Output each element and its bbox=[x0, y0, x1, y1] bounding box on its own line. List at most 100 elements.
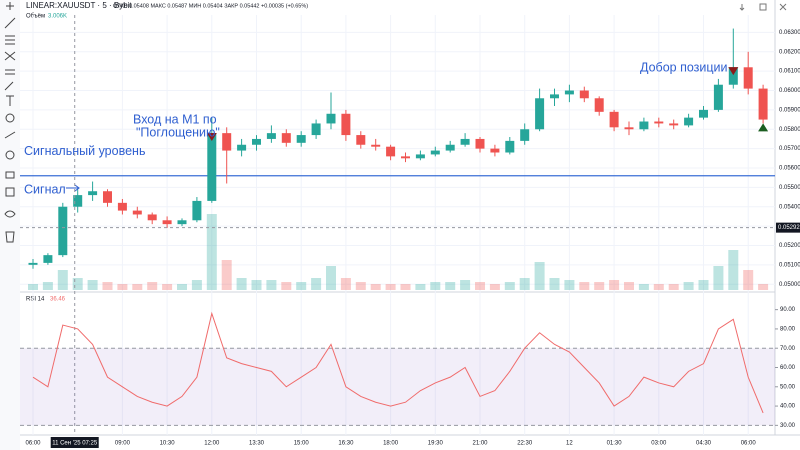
candle-body bbox=[535, 98, 545, 130]
volume-value: 3.006K bbox=[48, 14, 67, 20]
volume-bar bbox=[162, 284, 173, 290]
candle-body bbox=[207, 133, 217, 201]
x-tick-label: 22:30 bbox=[517, 441, 533, 447]
volume-bar bbox=[72, 278, 83, 290]
candle-body bbox=[341, 113, 351, 136]
icon-tool[interactable] bbox=[5, 113, 15, 123]
candle-body bbox=[475, 138, 485, 149]
candle-body bbox=[296, 135, 306, 143]
lock-tool[interactable] bbox=[5, 187, 15, 197]
text-tool[interactable] bbox=[6, 95, 14, 106]
volume-bar bbox=[534, 262, 545, 290]
volume-bar bbox=[489, 284, 500, 290]
symbol: LINEAR:XAUUSDT · 5 · Bybit bbox=[26, 1, 132, 10]
candle-body bbox=[237, 144, 247, 151]
signal-marker bbox=[206, 133, 217, 142]
tool-icons bbox=[4, 2, 16, 243]
candle-body bbox=[117, 202, 127, 211]
candle-body bbox=[430, 150, 440, 155]
signal-marker bbox=[728, 67, 739, 76]
candle-body bbox=[177, 220, 187, 225]
volume-bar bbox=[743, 270, 754, 290]
y-tick-label: 0.05700 bbox=[779, 146, 800, 152]
maximize-button[interactable] bbox=[759, 3, 767, 11]
y-tick-label: 50.00 bbox=[780, 384, 796, 390]
candle-body bbox=[147, 214, 157, 221]
rsi-line bbox=[32, 311, 764, 414]
volume-bar bbox=[326, 266, 336, 290]
candle-body bbox=[550, 94, 559, 99]
candle-body bbox=[43, 255, 53, 263]
x-tick-label: 01:30 bbox=[607, 441, 623, 447]
zoom-tool[interactable] bbox=[5, 150, 15, 160]
x-tick-label: 21:00 bbox=[472, 441, 488, 447]
annotation: Вход на М1 по bbox=[133, 112, 217, 126]
volume-bar bbox=[653, 284, 664, 290]
volume-bar bbox=[281, 282, 292, 290]
crosshair-tool[interactable] bbox=[6, 2, 14, 10]
x-tick-label: 18:00 bbox=[383, 441, 399, 447]
volume-bar bbox=[758, 283, 769, 290]
magnet-tool[interactable] bbox=[5, 171, 15, 179]
candle-body bbox=[684, 117, 694, 126]
trash-tool[interactable] bbox=[5, 231, 15, 243]
candle-body bbox=[58, 206, 68, 256]
top-right-icons bbox=[739, 3, 787, 11]
volume-bar bbox=[564, 280, 575, 290]
rsi-value: 36.46 bbox=[50, 297, 66, 303]
candle-body bbox=[281, 133, 291, 143]
candle-body bbox=[713, 84, 723, 110]
crosshair-time-box bbox=[50, 437, 99, 448]
y-tick-label: 90.00 bbox=[780, 307, 796, 313]
volume-bar bbox=[549, 278, 560, 290]
volume-bar bbox=[609, 280, 620, 290]
candle-body bbox=[252, 138, 261, 145]
candle-body bbox=[266, 133, 276, 139]
crosshair-price-box bbox=[776, 222, 800, 233]
line-tool[interactable] bbox=[4, 17, 16, 29]
candle-body bbox=[728, 67, 738, 85]
annotation: Добор позиции bbox=[640, 60, 728, 74]
x-tick-label: 06:00 bbox=[25, 441, 41, 447]
candle-body bbox=[505, 140, 515, 153]
eye-tool[interactable] bbox=[4, 210, 16, 218]
volume-bar bbox=[251, 280, 262, 290]
candle-body bbox=[445, 144, 455, 151]
candle-body bbox=[386, 146, 396, 157]
volume-bar bbox=[504, 282, 515, 290]
x-tick-label: 12:00 bbox=[204, 441, 220, 447]
crosshair-time: 11 Сен '25 07:25 bbox=[52, 441, 98, 447]
volume-bar bbox=[311, 278, 322, 290]
projection-tool[interactable] bbox=[5, 69, 15, 75]
volume-bar bbox=[102, 282, 113, 290]
ruler-tool[interactable] bbox=[4, 131, 16, 139]
fib-tool[interactable] bbox=[5, 35, 15, 45]
volume-bar bbox=[87, 280, 98, 290]
volume-bar bbox=[400, 284, 411, 290]
volume-bar bbox=[355, 282, 366, 290]
candle-body bbox=[699, 109, 708, 118]
brush-tool[interactable] bbox=[4, 81, 14, 91]
collapse-button[interactable] bbox=[739, 4, 745, 11]
x-tick-label: 10:30 bbox=[160, 441, 176, 447]
volume-bar bbox=[519, 278, 530, 290]
annotation: Сигнальный уровень bbox=[24, 144, 145, 158]
volume-bar bbox=[57, 270, 68, 290]
volume-bar bbox=[475, 282, 485, 290]
y-tick-label: 40.00 bbox=[780, 404, 796, 410]
y-tick-label: 60.00 bbox=[780, 365, 796, 371]
volume-bar bbox=[296, 282, 307, 290]
rsi-band bbox=[20, 348, 775, 426]
volume-bar bbox=[713, 266, 724, 290]
pattern-tool[interactable] bbox=[4, 51, 16, 61]
x-tick-label: 15:00 bbox=[294, 441, 310, 447]
y-tick-label: 30.00 bbox=[780, 423, 796, 429]
candle-body bbox=[401, 156, 410, 159]
candle-body bbox=[192, 200, 202, 221]
volume-bar bbox=[132, 284, 143, 290]
candle-body bbox=[743, 67, 753, 89]
close-button[interactable] bbox=[779, 3, 787, 11]
candle-body bbox=[415, 154, 425, 159]
volume-bar bbox=[206, 214, 217, 290]
